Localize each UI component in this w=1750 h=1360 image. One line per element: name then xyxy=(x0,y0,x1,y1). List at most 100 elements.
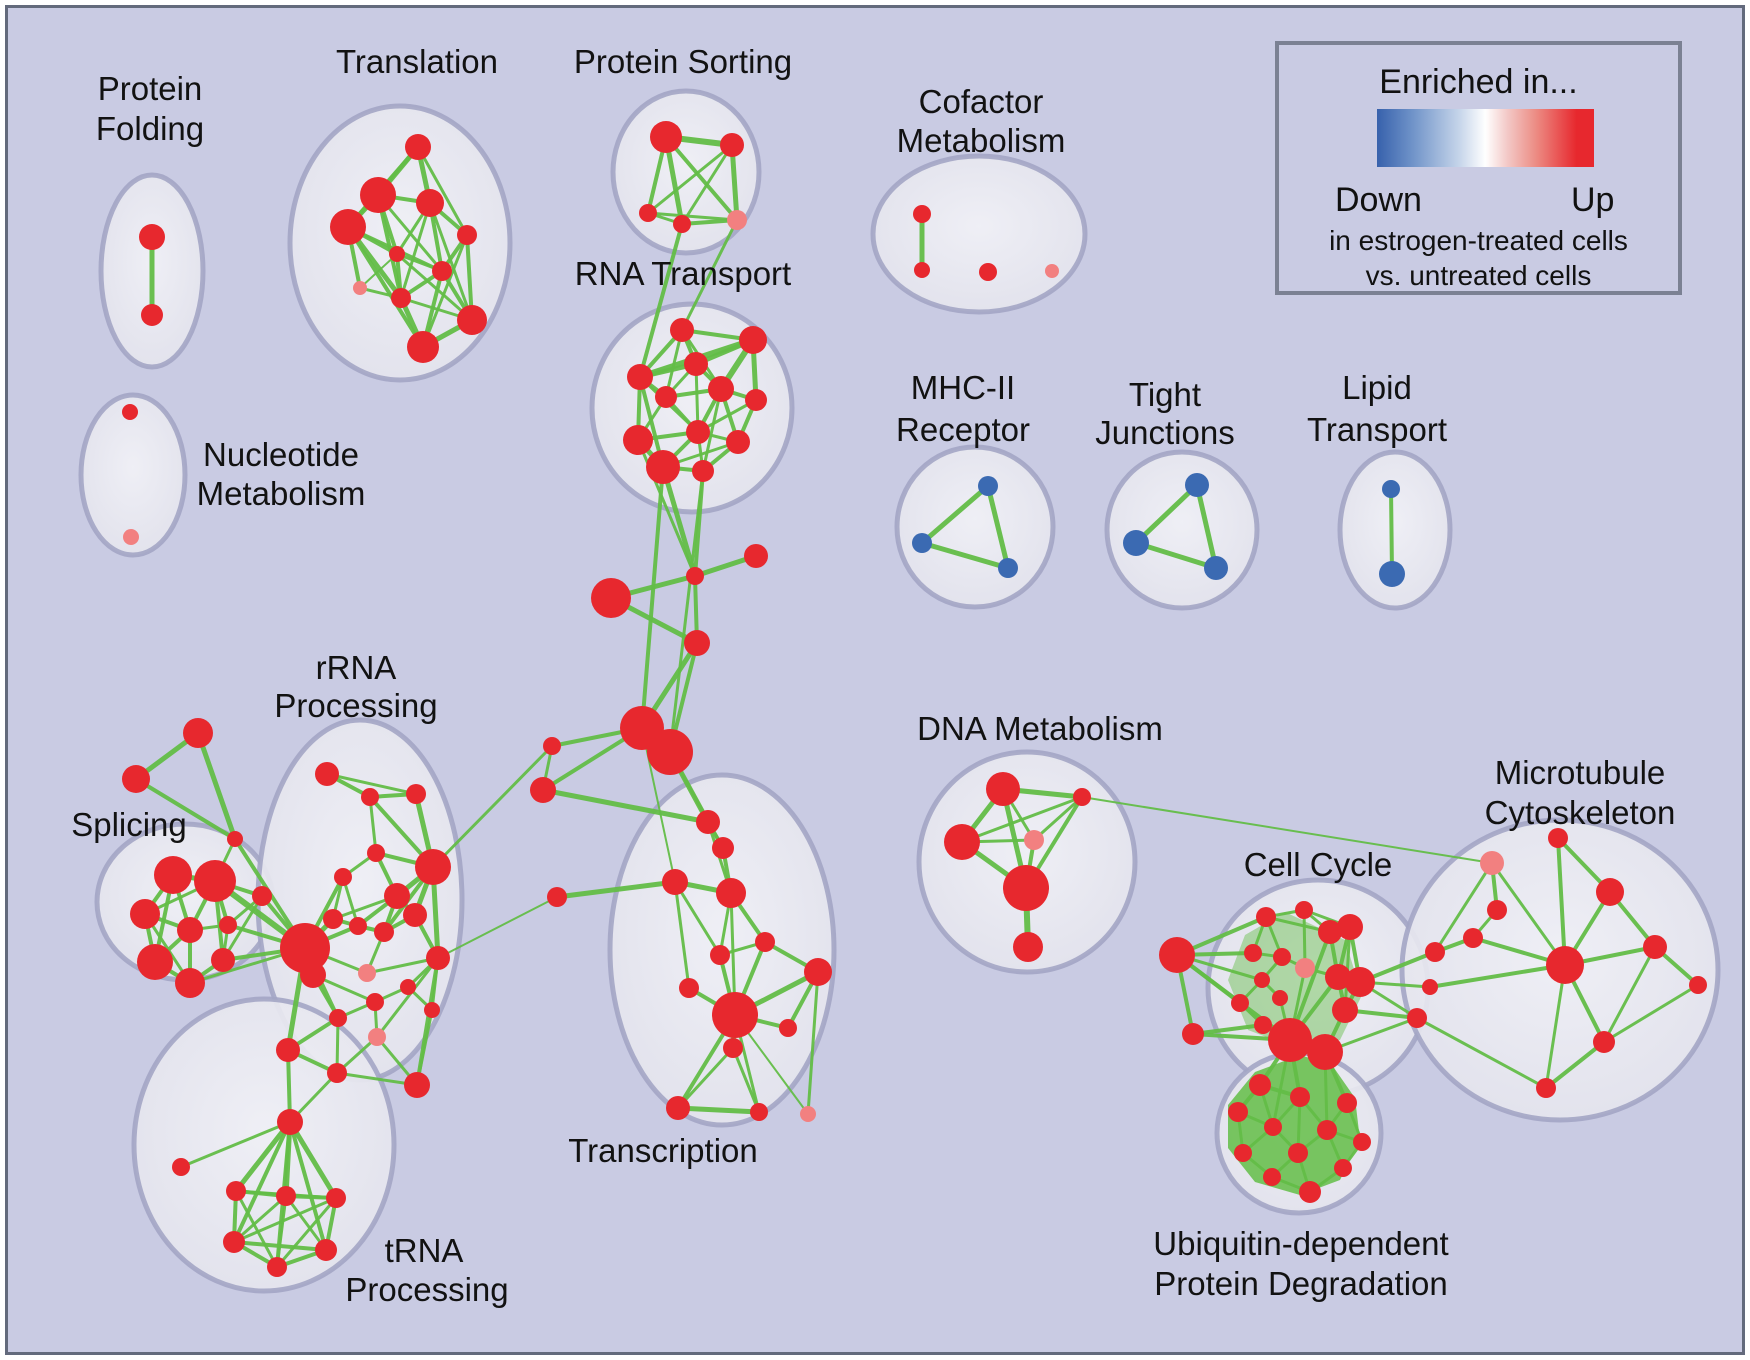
node-T11 xyxy=(407,331,439,363)
edge-PS1-PS5 xyxy=(664,135,739,222)
node-TC5 xyxy=(710,945,730,965)
edge-RR6-L1 xyxy=(431,744,554,869)
node-T8 xyxy=(353,281,367,295)
node-PS2 xyxy=(720,133,744,157)
node-RR5 xyxy=(334,868,352,886)
legend-subtitle-line1: in estrogen-treated cells xyxy=(1329,225,1628,256)
node-CF3 xyxy=(979,263,997,281)
node-TC1 xyxy=(696,810,720,834)
node-L1 xyxy=(543,737,561,755)
node-CC13 xyxy=(1272,990,1288,1006)
cluster-label-tight-junctions-line2: Junctions xyxy=(1095,414,1234,451)
node-DM2 xyxy=(1073,788,1091,806)
edge-CC2-CC15 xyxy=(1191,1023,1265,1036)
node-RR9 xyxy=(349,917,367,935)
cluster-label-microtubule-cytoskeleton-line2: Cytoskeleton xyxy=(1485,794,1676,831)
edge-RT12-HP2 xyxy=(668,469,705,754)
node-HB2 xyxy=(300,962,326,988)
cluster-ellipse-tight-junctions xyxy=(1104,449,1260,611)
node-B1 xyxy=(591,578,631,618)
cluster-label-nucleotide-metabolism-line2: Metabolism xyxy=(197,475,366,512)
node-TC9 xyxy=(712,992,758,1038)
node-DM4 xyxy=(1024,830,1044,850)
node-CC2 xyxy=(1182,1023,1204,1045)
node-UB3 xyxy=(1337,1093,1357,1113)
node-TN7 xyxy=(267,1257,287,1277)
node-UB5 xyxy=(1264,1118,1282,1136)
edge-PS5-RT1 xyxy=(680,218,739,332)
edge-PS2-PS5 xyxy=(729,142,740,223)
node-RR11 xyxy=(403,903,427,927)
node-RR6 xyxy=(415,849,451,885)
edge-TN4-TN7 xyxy=(275,1196,338,1269)
node-TC12 xyxy=(666,1096,690,1120)
edge-RR20-RR21 xyxy=(335,1071,419,1087)
edge-LN-TC3 xyxy=(554,879,678,900)
node-TC3 xyxy=(662,869,688,895)
cluster-ellipse-cofactor-metabolism xyxy=(870,153,1088,315)
node-MT4 xyxy=(1487,900,1507,920)
edge-MT1-MT6 xyxy=(1490,861,1567,967)
cluster-label-trna-processing-line1: tRNA xyxy=(385,1232,464,1269)
edge-RR21-RR13 xyxy=(415,956,440,1087)
cluster-label-lipid-transport-line2: Transport xyxy=(1307,411,1447,448)
edge-TN4-TN5 xyxy=(232,1196,338,1244)
edge-TN3-TN6 xyxy=(284,1194,328,1252)
node-RR13 xyxy=(426,946,450,970)
node-T6 xyxy=(389,246,405,262)
node-T4 xyxy=(330,209,366,245)
cluster-ellipse-translation xyxy=(287,103,513,383)
edge-RR12-RR13 xyxy=(365,956,440,975)
node-UB8 xyxy=(1234,1144,1252,1162)
node-UB12 xyxy=(1299,1181,1321,1203)
edge-PS2-PS4 xyxy=(680,143,734,226)
cluster-label-mhc-ii-receptor-line1: MHC-II xyxy=(911,369,1015,406)
node-TC14 xyxy=(800,1106,816,1122)
node-RT1 xyxy=(670,318,694,342)
node-CC21 xyxy=(1407,1008,1427,1028)
edge-TC11-TC12 xyxy=(676,1046,735,1110)
edge-MT2-MT6 xyxy=(1556,836,1567,967)
node-MT2 xyxy=(1548,828,1568,848)
node-CF2 xyxy=(914,262,930,278)
node-RR18 xyxy=(368,1028,386,1046)
cluster-label-protein-folding-line2: Folding xyxy=(96,110,204,147)
node-SP4 xyxy=(177,917,203,943)
node-CC19 xyxy=(1425,942,1445,962)
node-CC4 xyxy=(1295,901,1313,919)
node-MT6 xyxy=(1546,946,1584,984)
node-SP9 xyxy=(252,886,272,906)
node-TJ1 xyxy=(1185,473,1209,497)
edge-TN3-TN7 xyxy=(275,1194,288,1269)
edge-PS4-RT4 xyxy=(638,222,684,379)
node-TC4 xyxy=(716,878,746,908)
cluster-ellipse-mhc-ii-receptor xyxy=(894,444,1056,610)
edge-TC7-TC14 xyxy=(806,970,820,1116)
node-SF3 xyxy=(227,831,243,847)
node-CC15 xyxy=(1254,1016,1272,1034)
node-RR19 xyxy=(276,1038,300,1062)
node-CC12 xyxy=(1254,972,1270,988)
node-J1 xyxy=(686,567,704,585)
cluster-ellipse-dna-metabolism xyxy=(916,749,1138,975)
cluster-label-cofactor-metabolism-line2: Metabolism xyxy=(897,122,1066,159)
cluster-label-ubiquitin-degradation-line2: Protein Degradation xyxy=(1154,1265,1448,1302)
cluster-label-transcription: Transcription xyxy=(568,1132,758,1169)
edge-MT8-MT10 xyxy=(1602,983,1700,1044)
edge-RT6-RT12 xyxy=(701,387,723,473)
node-RT3 xyxy=(684,352,708,376)
node-RR15 xyxy=(366,993,384,1011)
node-SF1 xyxy=(183,718,213,748)
node-UB9 xyxy=(1288,1143,1308,1163)
node-M2 xyxy=(684,630,710,656)
cluster-label-microtubule-cytoskeleton-line1: Microtubule xyxy=(1495,754,1666,791)
cluster-ellipse-nucleotide-metabolism xyxy=(78,392,188,558)
edge-MT6-MT9 xyxy=(1544,963,1567,1090)
edge-RR2-RR4 xyxy=(368,795,378,855)
legend-gradient-bar xyxy=(1377,109,1594,167)
node-PS4 xyxy=(673,215,691,233)
node-TN2 xyxy=(226,1181,246,1201)
node-RR3 xyxy=(406,784,426,804)
node-RT9 xyxy=(623,425,653,455)
node-RR1 xyxy=(315,762,339,786)
